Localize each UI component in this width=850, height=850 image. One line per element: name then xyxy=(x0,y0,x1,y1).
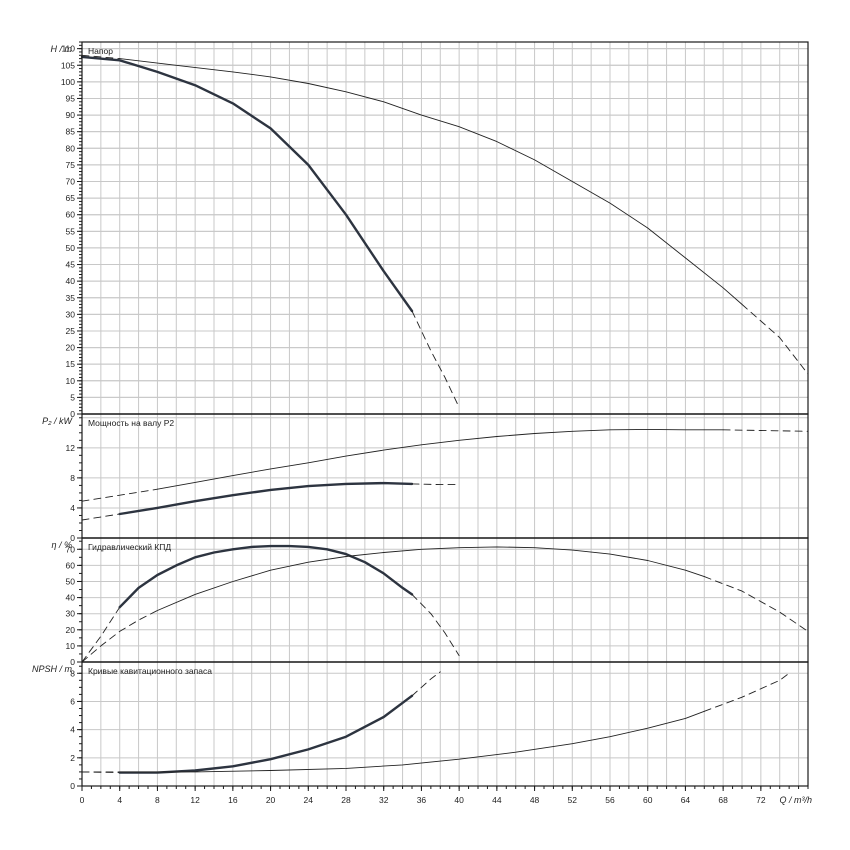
x-axis-label: Q / m³/h xyxy=(779,795,812,805)
y-tick-label: 0 xyxy=(70,657,75,667)
x-tick-label: 68 xyxy=(718,795,728,805)
x-tick-label: 36 xyxy=(417,795,427,805)
y-tick-label: 0 xyxy=(70,409,75,419)
y-tick-label: 8 xyxy=(70,473,75,483)
panel-title: Мощность на валу P2 xyxy=(88,418,174,428)
y-tick-label: 10 xyxy=(66,641,76,651)
panel-frame xyxy=(81,537,809,663)
x-tick-label: 44 xyxy=(492,795,502,805)
y-tick-label: 65 xyxy=(66,193,76,203)
x-tick-label: 52 xyxy=(568,795,578,805)
y-tick-label: 45 xyxy=(66,260,76,270)
panel-title: Напор xyxy=(88,46,113,56)
curve-dashed-end xyxy=(411,483,460,486)
axes xyxy=(77,41,809,791)
curve-dashed-start xyxy=(81,606,121,663)
x-tick-label: 64 xyxy=(681,795,691,805)
y-tick-label: 60 xyxy=(66,560,76,570)
curve-max-speed xyxy=(119,58,743,305)
y-tick-label: 100 xyxy=(61,77,75,87)
y-tick-label: 0 xyxy=(70,533,75,543)
y-tick-label: 12 xyxy=(66,443,76,453)
curve-dashed-end xyxy=(741,303,809,375)
y-axis-label: H / m xyxy=(51,44,73,54)
curve-dashed-end xyxy=(703,672,790,712)
y-tick-label: 90 xyxy=(66,110,76,120)
y-tick-label: 105 xyxy=(61,60,75,70)
y-tick-label: 2 xyxy=(70,753,75,763)
y-tick-label: 20 xyxy=(66,343,76,353)
y-tick-label: 25 xyxy=(66,326,76,336)
y-tick-label: 35 xyxy=(66,293,76,303)
y-axis-label: η / % xyxy=(51,540,72,550)
y-tick-label: 70 xyxy=(66,544,76,554)
y-tick-label: 10 xyxy=(66,376,76,386)
x-tick-label: 32 xyxy=(379,795,389,805)
y-tick-label: 60 xyxy=(66,210,76,220)
y-tick-label: 15 xyxy=(66,359,76,369)
x-tick-label: 40 xyxy=(454,795,464,805)
y-tick-label: 5 xyxy=(70,392,75,402)
y-tick-label: 85 xyxy=(66,127,76,137)
y-tick-label: 80 xyxy=(66,143,76,153)
y-tick-label: 20 xyxy=(66,625,76,635)
y-tick-label: 6 xyxy=(70,696,75,706)
curve-max-speed xyxy=(156,546,705,611)
curve-dashed-end xyxy=(411,671,441,697)
curve-dashed-start xyxy=(81,54,121,60)
curve-dashed-end xyxy=(411,310,460,408)
y-tick-label: 55 xyxy=(66,226,76,236)
y-tick-label: 75 xyxy=(66,160,76,170)
y-tick-label: 4 xyxy=(70,725,75,735)
x-tick-label: 56 xyxy=(605,795,615,805)
curve-dashed-end xyxy=(703,576,809,632)
x-tick-label: 48 xyxy=(530,795,540,805)
x-tick-label: 12 xyxy=(190,795,200,805)
curve-dashed-start xyxy=(81,513,121,521)
x-tick-label: 28 xyxy=(341,795,351,805)
y-tick-label: 95 xyxy=(66,93,76,103)
curve-dashed-start xyxy=(81,610,158,663)
panel-frame xyxy=(81,413,809,539)
curve-dashed-start xyxy=(81,488,158,502)
x-tick-label: 60 xyxy=(643,795,653,805)
y-tick-label: 40 xyxy=(66,593,76,603)
curve-min-speed xyxy=(80,55,414,313)
panel-title: Кривые кавитационного запаса xyxy=(88,666,212,676)
y-axis-label: NPSH / m xyxy=(32,664,73,674)
y-tick-label: 30 xyxy=(66,309,76,319)
x-tick-label: 8 xyxy=(155,795,160,805)
x-tick-label: 72 xyxy=(756,795,766,805)
y-tick-label: 8 xyxy=(70,668,75,678)
x-tick-label: 0 xyxy=(80,795,85,805)
curve-max-speed xyxy=(119,710,705,773)
labels: Q / m³/h 0 4 8 12 16 20 24 28 32 36 40 44 48 52 56 60 64… xyxy=(32,44,812,805)
y-tick-label: 0 xyxy=(70,781,75,791)
x-tick-label: 16 xyxy=(228,795,238,805)
curve-min-speed xyxy=(118,481,414,516)
y-tick-label: 50 xyxy=(66,576,76,586)
y-axis-label: P₂ / kW xyxy=(42,416,73,426)
y-tick-label: 30 xyxy=(66,609,76,619)
curve-min-speed xyxy=(118,694,414,774)
y-tick-label: 40 xyxy=(66,276,76,286)
x-tick-label: 4 xyxy=(117,795,122,805)
y-tick-label: 110 xyxy=(61,44,75,54)
x-tick-label: 20 xyxy=(266,795,276,805)
panel-frame xyxy=(81,41,809,415)
panel-frame xyxy=(81,661,809,787)
y-tick-label: 50 xyxy=(66,243,76,253)
curve-min-speed xyxy=(118,544,414,609)
curve-dashed-end xyxy=(411,593,460,657)
curve-dashed-end xyxy=(722,429,809,432)
panel-title: Гидравлический КПД xyxy=(88,542,171,552)
y-tick-label: 4 xyxy=(70,503,75,513)
curves xyxy=(80,54,809,774)
y-tick-label: 70 xyxy=(66,177,76,187)
curve-max-speed xyxy=(156,428,724,490)
x-tick-label: 24 xyxy=(304,795,314,805)
